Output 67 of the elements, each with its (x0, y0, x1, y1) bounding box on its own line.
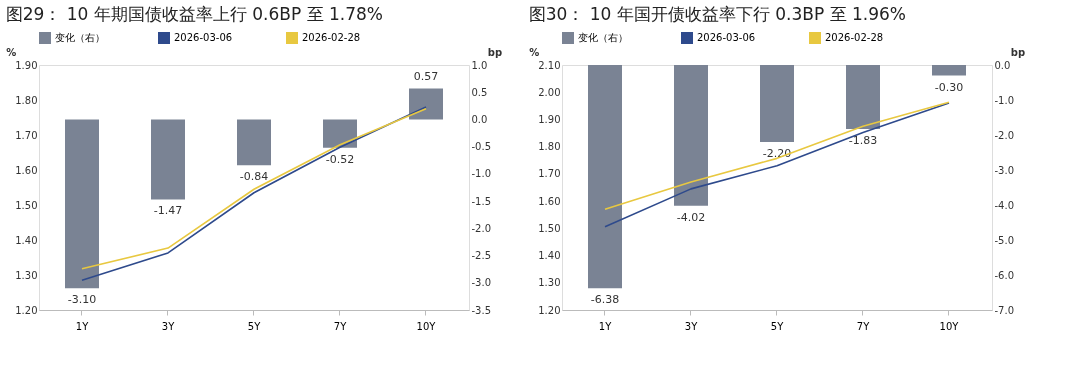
y-tick-label: 1.30 (15, 269, 38, 281)
y2-tick-label: 1.0 (471, 59, 488, 71)
y-axis-title: % (529, 46, 540, 58)
y-tick-label: 1.50 (538, 222, 561, 234)
y2-tick-label: -2.0 (471, 222, 492, 234)
x-tick-label: 5Y (247, 320, 262, 332)
data-label: -0.52 (325, 152, 355, 166)
data-label: -4.02 (676, 210, 706, 224)
y2-tick-label: -1.0 (471, 168, 492, 180)
data-label: -0.84 (239, 170, 269, 184)
x-tick-label: 3Y (684, 320, 699, 332)
y-tick-label: 1.30 (538, 277, 561, 289)
legend-label: 2026-02-28 (825, 32, 884, 43)
y-tick-label: 1.60 (15, 164, 38, 176)
x-tick-label: 10Y (939, 320, 960, 332)
data-label: 0.57 (413, 70, 439, 84)
y-tick-label: 2.00 (538, 86, 561, 98)
x-tick-label: 10Y (416, 320, 437, 332)
y2-tick-label: -0.5 (471, 141, 492, 153)
y-tick-label: 1.20 (15, 304, 38, 316)
data-label: -6.38 (590, 293, 620, 307)
y2-tick-label: -4.0 (994, 199, 1015, 211)
legend-label: 2026-03-06 (697, 32, 756, 43)
y2-tick-label: -3.0 (471, 277, 492, 289)
y2-tick-label: -6.0 (994, 269, 1015, 281)
data-label: -1.83 (848, 134, 878, 148)
y-tick-label: 1.60 (538, 195, 561, 207)
y2-tick-label: -1.5 (471, 195, 492, 207)
data-label: -0.30 (934, 80, 964, 94)
legend-label: 变化（右） (55, 32, 105, 43)
chart-title: 图29： 10 年期国债收益率上行 0.6BP 至 1.78% (5, 4, 383, 24)
chart-title: 图30： 10 年国开债收益率下行 0.3BP 至 1.96% (528, 4, 906, 24)
y-tick-label: 1.80 (538, 141, 561, 153)
y2-tick-label: -2.5 (471, 250, 492, 262)
y2-tick-label: -5.0 (994, 234, 1015, 246)
y-tick-label: 1.70 (538, 168, 561, 180)
x-tick-label: 7Y (333, 320, 348, 332)
y2-tick-label: 0.0 (471, 113, 488, 125)
x-tick-label: 7Y (856, 320, 871, 332)
y-tick-label: 1.50 (15, 199, 38, 211)
y2-tick-label: -2.0 (994, 129, 1015, 141)
y-tick-label: 1.70 (15, 129, 38, 141)
y-tick-label: 2.10 (538, 59, 561, 71)
y2-tick-label: 0.0 (994, 59, 1011, 71)
x-tick-label: 3Y (161, 320, 176, 332)
y2-tick-label: -3.5 (471, 304, 492, 316)
data-label: -1.47 (153, 204, 183, 218)
x-tick-label: 5Y (770, 320, 785, 332)
y2-tick-label: -3.0 (994, 164, 1015, 176)
y-axis-title: % (6, 46, 17, 58)
y-tick-label: 1.40 (15, 234, 38, 246)
y2-axis-title: bp (487, 46, 503, 58)
x-tick-label: 1Y (75, 320, 90, 332)
y-tick-label: 1.20 (538, 304, 561, 316)
y-tick-label: 1.40 (538, 250, 561, 262)
y2-tick-label: -7.0 (994, 304, 1015, 316)
x-tick-label: 1Y (598, 320, 613, 332)
y-tick-label: 1.90 (538, 113, 561, 125)
y2-tick-label: -1.0 (994, 94, 1015, 106)
y2-axis-title: bp (1010, 46, 1026, 58)
legend-label: 2026-03-06 (174, 32, 233, 43)
y-tick-label: 1.80 (15, 94, 38, 106)
data-label: -3.10 (67, 293, 97, 307)
legend-label: 变化（右） (578, 32, 628, 43)
legend-label: 2026-02-28 (302, 32, 361, 43)
y-tick-label: 1.90 (15, 59, 38, 71)
y2-tick-label: 0.5 (471, 86, 488, 98)
